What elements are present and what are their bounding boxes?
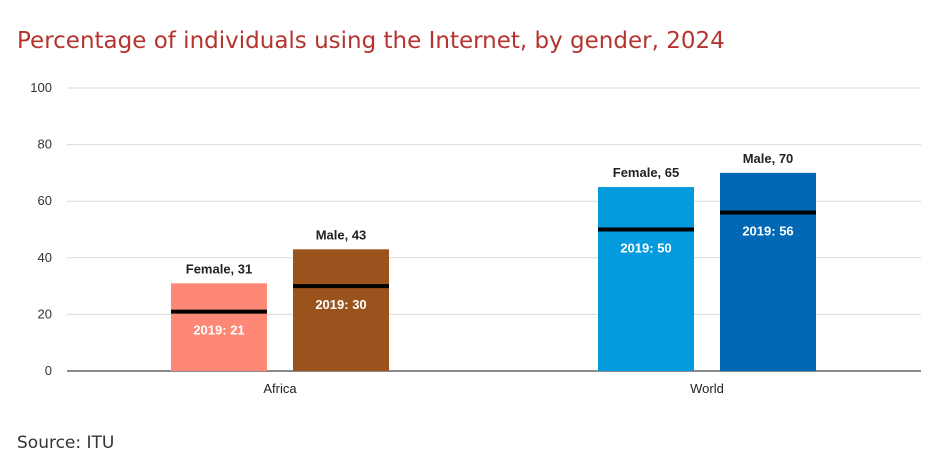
y-tick-label: 100: [30, 80, 52, 95]
baseline-label: 2019: 30: [315, 297, 366, 312]
bar: [171, 283, 267, 371]
bars: 2019: 21 Female, 31 2019: 30 Male, 43 2019: …: [171, 151, 816, 371]
y-tick-label: 20: [38, 306, 52, 321]
category-label: Africa: [263, 381, 297, 396]
category-label: World: [690, 381, 724, 396]
y-tick-label: 60: [38, 193, 52, 208]
baseline-label: 2019: 50: [620, 241, 671, 256]
baseline-label: 2019: 21: [193, 323, 244, 338]
bar-value-label: Male, 43: [316, 227, 367, 242]
y-tick-label: 40: [38, 250, 52, 265]
chart-title: Percentage of individuals using the Inte…: [17, 28, 725, 54]
y-axis-ticks: 0 20 40 60 80 100: [30, 80, 52, 378]
y-tick-label: 80: [38, 137, 52, 152]
bar: [720, 172, 816, 371]
bar-value-label: Male, 70: [743, 151, 794, 166]
bar-value-label: Female, 31: [186, 261, 253, 276]
bar: [598, 187, 694, 371]
category-labels: Africa World: [263, 381, 723, 396]
bar-value-label: Female, 65: [613, 165, 680, 180]
y-tick-label: 0: [45, 363, 52, 378]
baseline-label: 2019: 56: [742, 224, 793, 239]
bar: [293, 249, 389, 371]
source-note: Source: ITU: [17, 433, 115, 453]
bar-chart: 0 20 40 60 80 100 2019: 21 Female, 31 2019: 30 M…: [30, 80, 921, 396]
